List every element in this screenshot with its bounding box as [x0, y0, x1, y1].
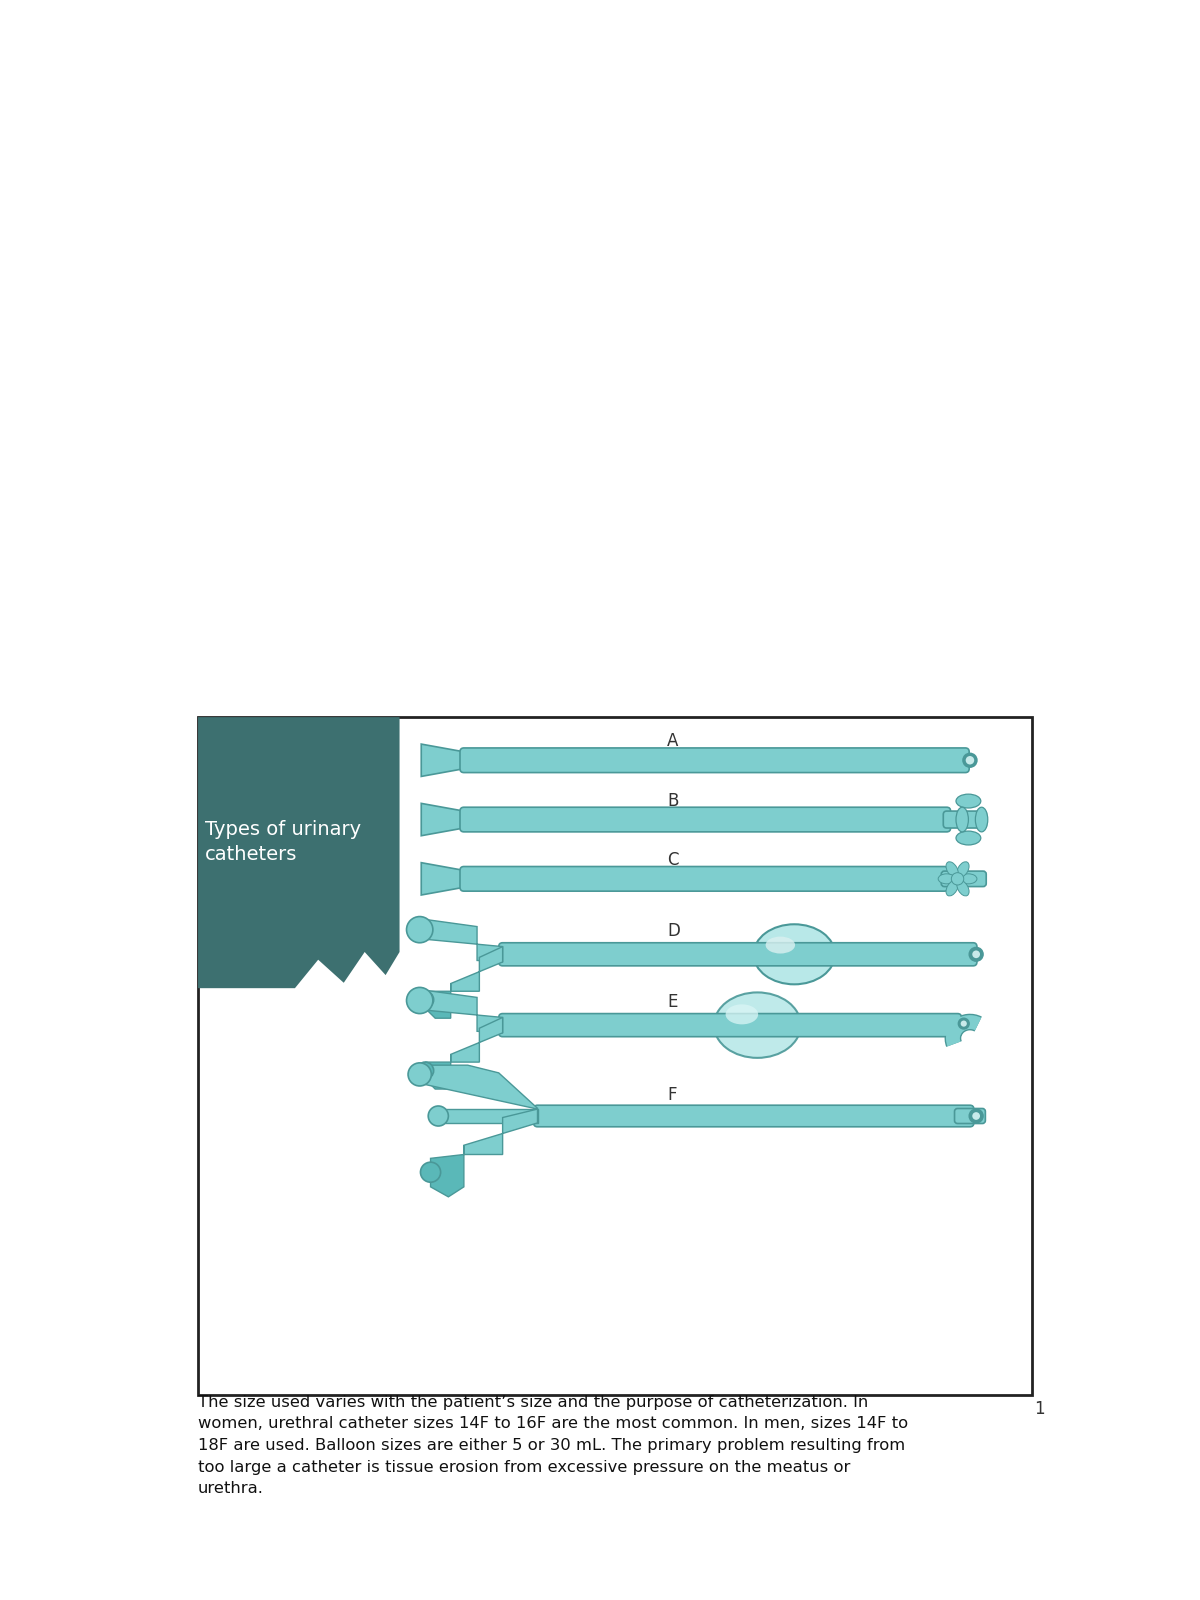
FancyBboxPatch shape	[460, 867, 948, 891]
Ellipse shape	[938, 874, 955, 883]
FancyBboxPatch shape	[198, 717, 1032, 1395]
Polygon shape	[464, 1109, 538, 1155]
Ellipse shape	[946, 880, 959, 896]
FancyBboxPatch shape	[941, 870, 986, 886]
Ellipse shape	[754, 925, 835, 984]
Text: E: E	[667, 994, 677, 1011]
Circle shape	[961, 1021, 967, 1027]
FancyBboxPatch shape	[460, 808, 950, 832]
FancyBboxPatch shape	[460, 747, 970, 773]
FancyBboxPatch shape	[954, 1109, 985, 1123]
Polygon shape	[421, 862, 464, 894]
Circle shape	[959, 1018, 970, 1029]
Circle shape	[972, 950, 980, 958]
Circle shape	[952, 872, 964, 885]
Circle shape	[428, 1106, 449, 1126]
Polygon shape	[421, 803, 464, 835]
Polygon shape	[451, 1018, 503, 1062]
Circle shape	[420, 1162, 440, 1182]
Ellipse shape	[976, 808, 988, 832]
Text: F: F	[667, 1086, 677, 1104]
Polygon shape	[425, 1054, 451, 1090]
FancyBboxPatch shape	[534, 1106, 974, 1126]
Circle shape	[972, 1112, 980, 1120]
Circle shape	[408, 1062, 431, 1086]
Circle shape	[970, 1109, 983, 1123]
Circle shape	[970, 947, 983, 962]
Ellipse shape	[726, 1005, 758, 1024]
FancyBboxPatch shape	[499, 1013, 961, 1037]
Ellipse shape	[956, 880, 970, 896]
Text: 1: 1	[1034, 1400, 1045, 1418]
Circle shape	[407, 987, 433, 1013]
Polygon shape	[421, 1066, 538, 1109]
Polygon shape	[451, 947, 503, 992]
Text: The size used varies with the patient’s size and the purpose of catheterization.: The size used varies with the patient’s …	[198, 1395, 908, 1496]
Ellipse shape	[714, 992, 800, 1058]
Ellipse shape	[766, 936, 796, 954]
Polygon shape	[421, 744, 464, 776]
FancyBboxPatch shape	[943, 811, 986, 829]
Polygon shape	[421, 990, 503, 1034]
Ellipse shape	[946, 862, 959, 877]
Text: A: A	[667, 733, 678, 750]
Ellipse shape	[956, 794, 980, 808]
Polygon shape	[425, 984, 451, 1018]
Polygon shape	[421, 918, 503, 962]
FancyBboxPatch shape	[499, 942, 977, 966]
Text: C: C	[667, 851, 678, 869]
Polygon shape	[198, 717, 400, 989]
Ellipse shape	[960, 874, 977, 883]
Text: Types of urinary
catheters: Types of urinary catheters	[205, 819, 361, 864]
Circle shape	[962, 752, 978, 768]
Ellipse shape	[956, 862, 970, 877]
Text: D: D	[667, 923, 679, 941]
Circle shape	[966, 757, 974, 765]
Circle shape	[407, 917, 433, 942]
Ellipse shape	[956, 830, 980, 845]
Polygon shape	[431, 1146, 464, 1197]
Polygon shape	[444, 1109, 538, 1123]
Circle shape	[416, 1062, 433, 1078]
Circle shape	[416, 992, 433, 1008]
Text: B: B	[667, 792, 678, 810]
Ellipse shape	[956, 808, 968, 832]
